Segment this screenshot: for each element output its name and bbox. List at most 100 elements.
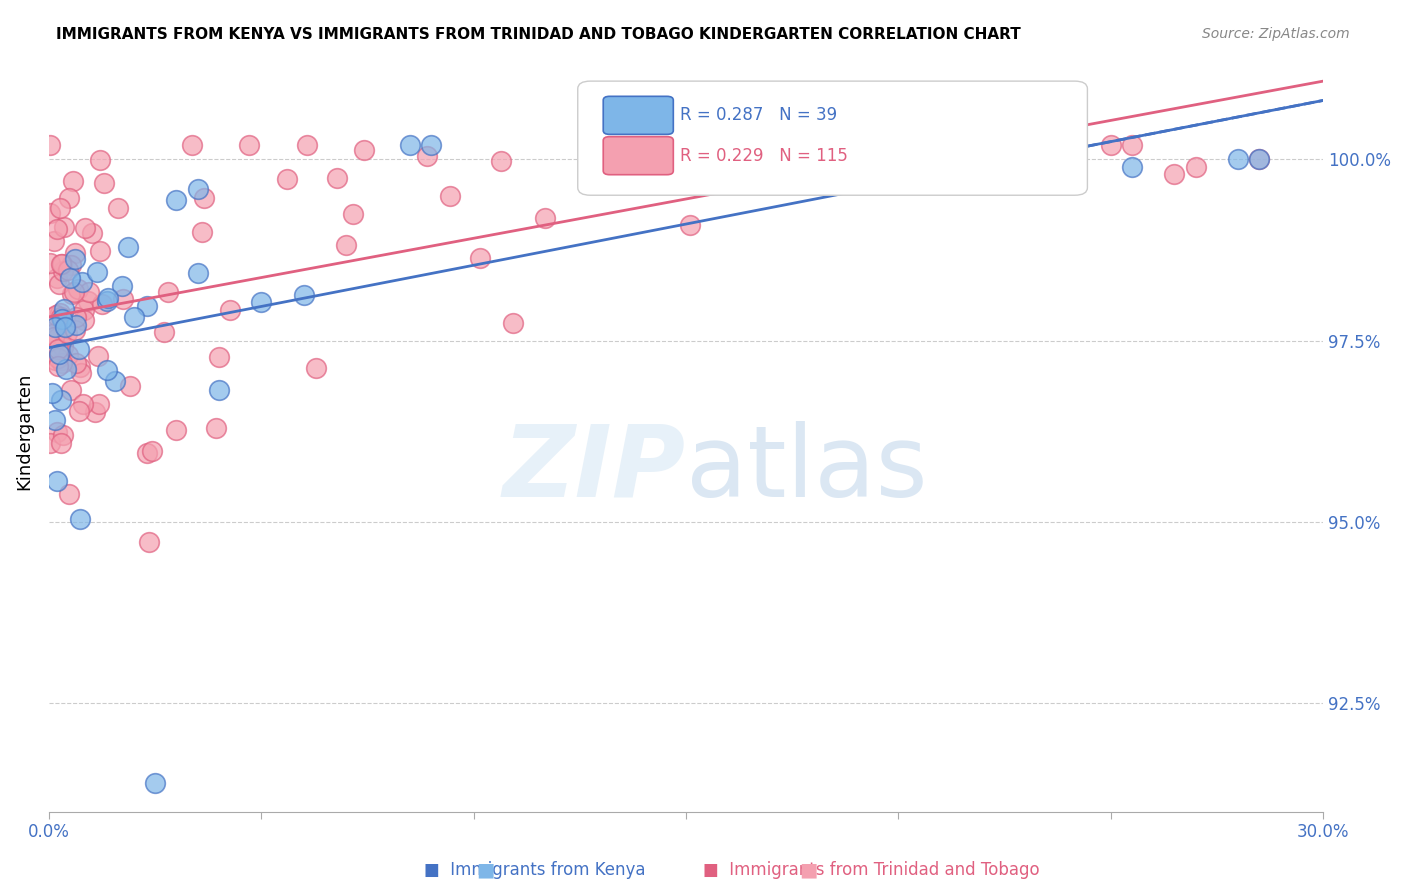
Point [44, 234, 66, 248]
Point [191, 225, 214, 239]
Point [46, 359, 69, 374]
Point [1249, 153, 1271, 167]
Point [65, 356, 87, 370]
Point [63, 246, 86, 260]
Point [58, 487, 80, 501]
Point [491, 153, 513, 168]
Point [342, 207, 364, 221]
Point [89, 244, 111, 259]
Point [72, 275, 94, 289]
Point [67, 281, 90, 295]
Point [48, 347, 70, 361]
Point [353, 143, 375, 157]
Text: ZIP: ZIP [503, 421, 686, 517]
Point [972, 153, 994, 167]
Point [681, 137, 703, 152]
Point [112, 292, 135, 306]
Point [87, 349, 110, 363]
Point [51, 310, 73, 324]
Point [93, 177, 115, 191]
Point [44, 330, 66, 344]
Point [63, 252, 86, 267]
Point [1184, 160, 1206, 174]
Point [420, 137, 443, 152]
Point [59, 259, 82, 273]
Point [73, 312, 96, 326]
Point [117, 240, 139, 254]
Point [62, 174, 84, 188]
Point [136, 299, 159, 313]
Point [135, 445, 157, 459]
Point [41, 386, 63, 401]
Point [153, 325, 176, 339]
Point [63, 285, 86, 300]
Point [52, 264, 75, 278]
Point [55, 319, 77, 334]
Point [1163, 167, 1185, 181]
Point [51, 340, 73, 354]
Point [325, 171, 347, 186]
Point [845, 137, 868, 152]
Point [42, 310, 65, 325]
Point [165, 193, 187, 207]
Point [39, 137, 62, 152]
Point [96, 294, 118, 309]
Point [45, 308, 67, 322]
Point [276, 172, 298, 186]
Point [187, 266, 209, 280]
Point [83, 405, 105, 419]
Point [82, 226, 104, 240]
Point [682, 137, 704, 152]
Point [208, 351, 231, 365]
Point [1099, 137, 1122, 152]
Point [1249, 153, 1271, 167]
Point [711, 137, 734, 152]
Point [38, 205, 60, 219]
Text: ■  Immigrants from Trinidad and Tobago: ■ Immigrants from Trinidad and Tobago [703, 861, 1040, 879]
Text: IMMIGRANTS FROM KENYA VS IMMIGRANTS FROM TRINIDAD AND TOBAGO KINDERGARTEN CORREL: IMMIGRANTS FROM KENYA VS IMMIGRANTS FROM… [56, 27, 1021, 42]
Point [292, 288, 315, 302]
Point [141, 444, 163, 458]
Point [46, 222, 69, 236]
Point [107, 201, 129, 215]
FancyBboxPatch shape [603, 136, 673, 175]
Point [38, 256, 60, 270]
Point [53, 219, 76, 234]
Point [156, 285, 179, 299]
Point [250, 295, 273, 310]
Text: ■: ■ [475, 860, 495, 880]
Point [52, 302, 75, 317]
Point [111, 278, 134, 293]
Point [67, 342, 90, 356]
Point [138, 534, 160, 549]
Point [1121, 160, 1143, 174]
Point [58, 191, 80, 205]
Point [56, 326, 79, 340]
Point [439, 189, 461, 203]
Point [60, 286, 83, 301]
Point [91, 297, 114, 311]
Point [44, 413, 66, 427]
Point [295, 137, 318, 152]
Point [41, 327, 63, 342]
Point [637, 137, 659, 152]
Point [399, 137, 422, 152]
Point [187, 182, 209, 196]
Point [205, 421, 228, 435]
Point [46, 331, 69, 345]
Point [77, 294, 100, 309]
Point [96, 363, 118, 377]
Text: ■  Immigrants from Kenya: ■ Immigrants from Kenya [423, 861, 645, 879]
Point [52, 339, 75, 353]
Point [45, 474, 67, 488]
Point [49, 306, 72, 320]
Point [1121, 137, 1143, 152]
Point [219, 302, 242, 317]
Point [208, 383, 231, 397]
Point [72, 302, 94, 317]
Point [69, 359, 91, 374]
Point [97, 291, 120, 305]
Point [193, 191, 215, 205]
Point [65, 318, 87, 332]
Point [89, 153, 111, 168]
